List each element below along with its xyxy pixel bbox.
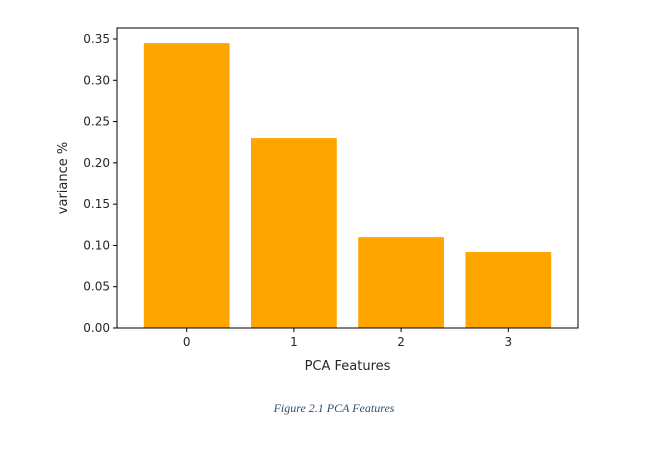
x-tick-label: 2 (397, 335, 405, 349)
y-axis-ticks: 0.00 0.05 0.10 0.15 0.20 0.25 0.30 0.35 (83, 32, 117, 335)
x-axis-ticks: 0 1 2 3 (183, 328, 512, 349)
x-axis-label: PCA Features (305, 359, 391, 374)
x-tick-label: 3 (504, 335, 512, 349)
figure-caption: Figure 2.1 PCA Features (273, 401, 395, 415)
bar-feature-2 (358, 237, 444, 328)
x-tick-label: 0 (183, 335, 191, 349)
plot-frame (116, 27, 579, 329)
y-tick-label: 0.25 (83, 115, 110, 129)
y-axis-label: variance % (56, 142, 71, 214)
y-tick-label: 0.15 (83, 197, 110, 211)
y-tick-label: 0.10 (83, 238, 110, 252)
bar-feature-1 (251, 138, 337, 328)
bar-feature-0 (143, 43, 230, 328)
y-tick-label: 0.35 (83, 32, 110, 46)
y-tick-label: 0.30 (83, 73, 110, 87)
y-tick-label: 0.20 (83, 156, 110, 170)
bars-group (143, 43, 552, 328)
y-tick-label: 0.05 (83, 280, 110, 294)
y-tick-label: 0.00 (83, 321, 110, 335)
bar-feature-3 (465, 252, 552, 328)
x-tick-label: 1 (290, 335, 298, 349)
